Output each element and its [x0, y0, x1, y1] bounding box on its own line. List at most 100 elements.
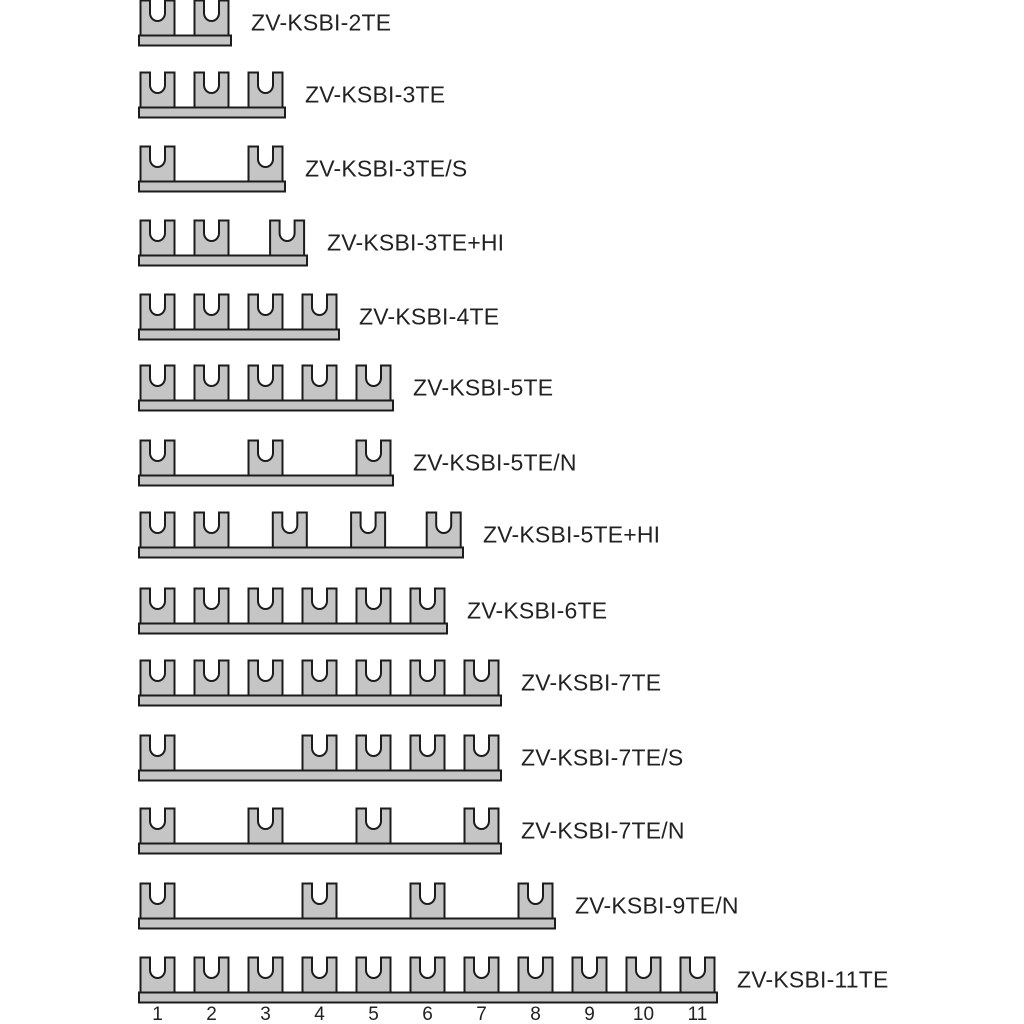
- busbar-graphic: [138, 71, 286, 119]
- busbar-graphic: [138, 807, 502, 855]
- fork-prong: [355, 364, 392, 402]
- busbar-graphic: [138, 145, 286, 193]
- fork-prong: [139, 587, 176, 625]
- fork-prong: [425, 511, 462, 549]
- fork-prong: [193, 659, 230, 697]
- busbar-base: [138, 694, 502, 707]
- busbar-base: [138, 180, 286, 193]
- busbar-graphic: [138, 439, 394, 487]
- busbar-graphic: [138, 219, 308, 267]
- busbar-label: ZV-KSBI-9TE/N: [575, 892, 739, 919]
- fork-prong: [139, 956, 176, 994]
- busbar-graphic: [138, 364, 394, 412]
- fork-prong: [463, 956, 500, 994]
- fork-prong: [409, 734, 446, 772]
- fork-prong: [193, 219, 230, 257]
- fork-prong: [409, 956, 446, 994]
- busbar-label: ZV-KSBI-7TE/S: [521, 744, 684, 771]
- busbar-base: [138, 34, 232, 47]
- fork-prong: [193, 293, 230, 331]
- fork-prong: [247, 439, 284, 477]
- busbar-label: ZV-KSBI-6TE: [467, 597, 608, 624]
- busbar-label: ZV-KSBI-5TE+HI: [483, 521, 661, 548]
- fork-prong: [301, 293, 338, 331]
- busbar-base: [138, 769, 502, 782]
- fork-prong: [193, 364, 230, 402]
- busbar-base: [138, 842, 502, 855]
- te-scale-number: 8: [530, 1004, 541, 1024]
- fork-prong: [247, 71, 284, 109]
- te-scale-number: 2: [206, 1004, 217, 1024]
- fork-prong: [301, 734, 338, 772]
- busbar-graphic: [138, 511, 464, 559]
- fork-prong: [463, 734, 500, 772]
- fork-prong: [139, 734, 176, 772]
- fork-prong: [463, 659, 500, 697]
- busbar-graphic: [138, 0, 232, 47]
- fork-prong: [571, 956, 608, 994]
- fork-prong: [301, 659, 338, 697]
- busbar-base: [138, 917, 556, 930]
- fork-prong: [301, 956, 338, 994]
- busbar-label: ZV-KSBI-4TE: [359, 303, 500, 330]
- fork-prong: [139, 807, 176, 845]
- busbar-label: ZV-KSBI-3TE+HI: [327, 229, 505, 256]
- busbar-label: ZV-KSBI-11TE: [737, 966, 889, 993]
- te-scale-number: 1: [152, 1004, 163, 1024]
- fork-prong: [139, 659, 176, 697]
- fork-prong: [409, 659, 446, 697]
- busbar-graphic: [138, 587, 448, 635]
- busbar-label: ZV-KSBI-7TE/N: [521, 817, 685, 844]
- fork-prong: [139, 0, 176, 37]
- busbar-base: [138, 254, 308, 267]
- busbar-graphic: [138, 293, 340, 341]
- fork-prong: [193, 71, 230, 109]
- busbar-graphic: [138, 659, 502, 707]
- fork-prong: [355, 807, 392, 845]
- fork-prong: [350, 511, 387, 549]
- te-scale-number: 3: [260, 1004, 271, 1024]
- busbar-label: ZV-KSBI-5TE/N: [413, 449, 577, 476]
- fork-prong: [301, 364, 338, 402]
- fork-prong: [355, 659, 392, 697]
- fork-prong: [247, 293, 284, 331]
- busbar-label: ZV-KSBI-5TE: [413, 374, 554, 401]
- busbar-base: [138, 399, 394, 412]
- te-scale-number: 5: [368, 1004, 379, 1024]
- fork-prong: [463, 807, 500, 845]
- fork-prong: [301, 587, 338, 625]
- fork-prong: [193, 587, 230, 625]
- te-scale-number: 10: [632, 1004, 655, 1024]
- fork-prong: [355, 439, 392, 477]
- busbar-base: [138, 991, 718, 1004]
- fork-prong: [193, 511, 230, 549]
- fork-prong: [193, 0, 230, 37]
- busbar-label: ZV-KSBI-7TE: [521, 669, 662, 696]
- fork-prong: [355, 956, 392, 994]
- busbar-graphic: [138, 956, 718, 1004]
- fork-prong: [193, 956, 230, 994]
- fork-prong: [269, 219, 306, 257]
- fork-prong: [355, 587, 392, 625]
- fork-prong: [247, 807, 284, 845]
- fork-prong: [355, 734, 392, 772]
- fork-prong: [139, 882, 176, 920]
- fork-prong: [301, 882, 338, 920]
- te-scale-number: 4: [314, 1004, 325, 1024]
- fork-prong: [139, 219, 176, 257]
- fork-prong: [139, 145, 176, 183]
- fork-prong: [517, 956, 554, 994]
- fork-prong: [409, 587, 446, 625]
- fork-prong: [139, 293, 176, 331]
- fork-prong: [517, 882, 554, 920]
- busbar-base: [138, 328, 340, 341]
- fork-prong: [139, 511, 176, 549]
- busbar-base: [138, 622, 448, 635]
- te-scale-number: 11: [687, 1004, 708, 1024]
- fork-prong: [247, 956, 284, 994]
- te-scale-number: 7: [476, 1004, 487, 1024]
- busbar-label: ZV-KSBI-3TE: [305, 81, 446, 108]
- fork-prong: [625, 956, 662, 994]
- fork-prong: [271, 511, 308, 549]
